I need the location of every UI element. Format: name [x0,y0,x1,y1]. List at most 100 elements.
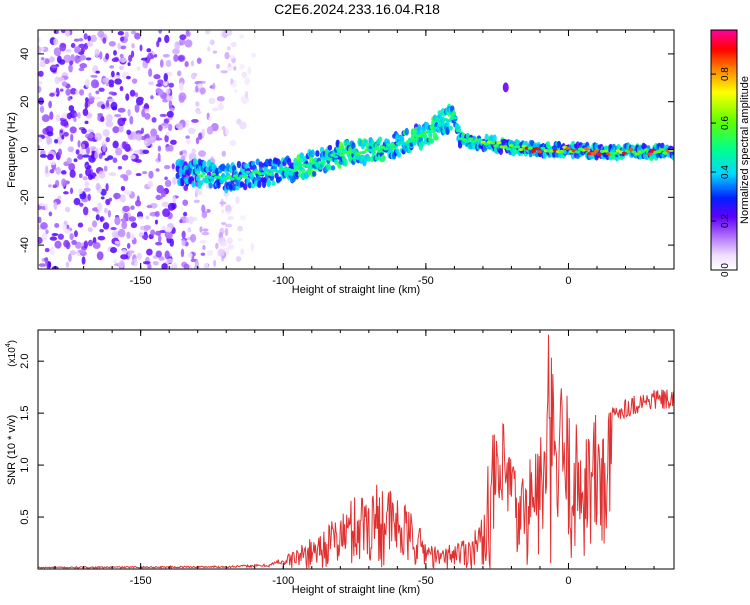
noise-blob [90,79,99,89]
noise-blob [90,74,98,78]
noise-blob [208,116,212,122]
noise-blob [197,132,203,140]
ridge-core [468,137,474,141]
ridge-core [298,166,304,171]
noise-blob [127,108,131,117]
ridge-core [198,174,204,178]
noise-blob [67,146,75,153]
noise-blob [178,92,187,102]
noise-blob [119,194,126,203]
noise-blob [227,244,235,250]
ridge-core [530,149,536,153]
ridge-core [439,122,446,126]
noise-blob [65,261,70,268]
noise-blob [179,219,183,224]
noise-blob [117,42,121,50]
noise-blob [45,229,49,235]
ridge-blob [448,125,453,131]
noise-blob [134,92,139,98]
noise-blob [100,116,105,123]
noise-blob [147,180,154,188]
x-tick-label: -100 [272,275,294,287]
noise-blob [118,260,125,269]
noise-blob [179,38,186,46]
noise-blob [77,222,84,228]
ridge-core [242,175,248,179]
noise-blob [61,134,65,140]
ridge-core [634,152,640,156]
noise-blob [125,169,132,176]
noise-blob [77,140,81,148]
ridge-core [518,147,524,152]
noise-blob [168,95,174,100]
noise-blob [41,232,48,241]
ridge-blob [299,152,304,158]
noise-blob [79,147,84,155]
noise-blob [38,80,43,85]
noise-blob [185,139,192,145]
noise-blob [86,164,92,170]
noise-blob [84,181,90,188]
ridge-core [593,149,599,153]
ridge-blob [343,158,348,167]
noise-blob [49,137,53,145]
noise-blob [53,38,59,46]
noise-blob [128,54,133,63]
colorbar-tick-label: 0.6 [720,116,731,130]
noise-blob [88,92,92,99]
noise-blob [220,70,228,74]
noise-blob [216,96,225,102]
ridge-blob [381,154,386,162]
noise-blob [221,150,226,157]
noise-blob [70,54,75,63]
noise-blob [202,244,206,251]
noise-blob [158,124,163,132]
ridge-core [267,172,273,176]
noise-blob [117,228,126,238]
top-y-ticks: -40 -20 0 20 40 [19,48,674,253]
noise-blob [157,235,162,243]
noise-blob [157,37,162,43]
noise-blob [140,57,148,61]
noise-blob [99,51,103,60]
noise-blob [227,216,234,221]
noise-blob [99,229,104,233]
noise-blob [120,174,127,179]
noise-blob [115,147,123,156]
snr-panel: -150 -100 -50 0 0.5 1.0 1.5 2.0 Height of stra… [5,329,675,596]
noise-blob [150,128,158,138]
noise-blob [239,34,245,40]
ridge-blob [271,180,276,186]
noise-blob [201,128,206,137]
ridge-core [659,148,665,152]
snr-series-line [38,334,674,569]
noise-blob [199,239,207,244]
noise-blob [69,88,77,95]
noise-blob [183,211,188,217]
noise-blob [147,52,154,60]
svg-text:(x104): (x104) [5,340,18,367]
noise-blob [169,238,174,247]
noise-blob [126,231,131,239]
noise-blob [39,154,48,158]
noise-blob [151,117,157,123]
noise-blob [94,175,100,182]
noise-blob [44,247,50,253]
noise-blob [164,179,172,188]
noise-blob [206,126,214,135]
noise-blob [53,201,58,210]
ridge-blob [242,183,248,191]
noise-blob [60,170,67,175]
y-tick-label: 1.0 [19,457,31,472]
noise-blob [125,93,130,101]
noise-blob [75,149,80,155]
noise-blob [157,79,164,85]
noise-blob [193,199,200,203]
x-tick-label: -100 [272,575,294,587]
noise-blob [163,72,169,82]
noise-blob [180,248,185,258]
ridge-core [411,137,417,141]
noise-blob [157,145,162,152]
noise-blob [203,262,209,269]
ridge-blob [457,139,463,146]
